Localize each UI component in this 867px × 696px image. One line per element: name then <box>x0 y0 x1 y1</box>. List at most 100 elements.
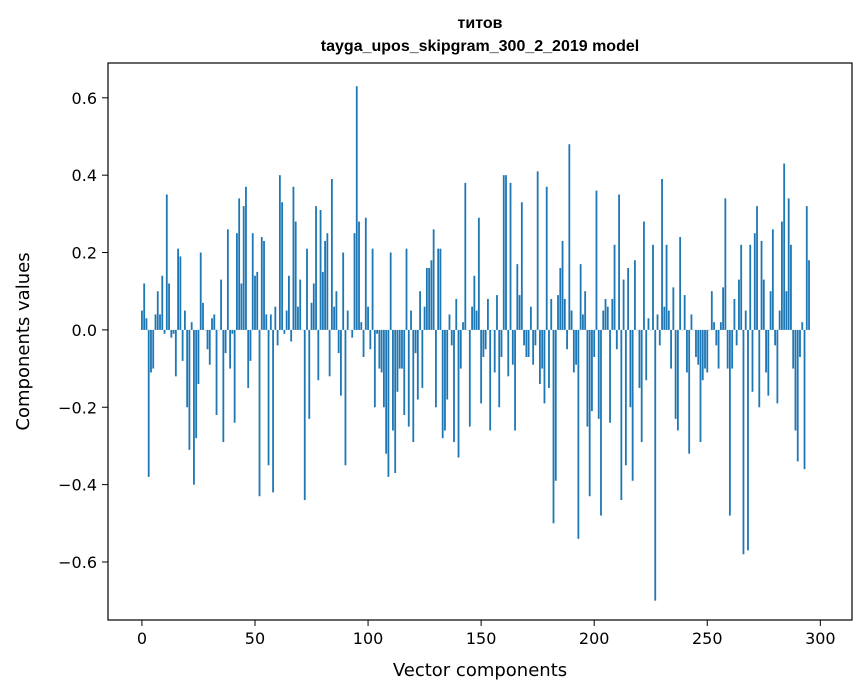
bar <box>640 329 643 443</box>
bar <box>787 198 790 330</box>
bar <box>425 268 428 330</box>
bar <box>742 329 745 555</box>
bar <box>602 310 605 330</box>
bar <box>593 329 596 357</box>
bar <box>753 233 756 330</box>
bar <box>532 329 535 365</box>
bar <box>597 329 600 419</box>
bar <box>317 329 320 381</box>
bar <box>432 229 435 330</box>
bar <box>165 194 168 330</box>
bar <box>609 329 611 423</box>
bar <box>414 329 417 354</box>
bar <box>387 329 390 477</box>
bar <box>557 295 559 330</box>
bar <box>744 310 747 330</box>
bar <box>672 287 675 330</box>
bar <box>188 329 191 450</box>
bar <box>767 329 770 396</box>
bar <box>398 329 401 369</box>
bar <box>208 329 211 365</box>
bar <box>407 329 410 427</box>
bar <box>285 310 288 330</box>
bar <box>199 252 202 330</box>
bar <box>568 144 571 330</box>
x-tick-label: 50 <box>245 629 265 648</box>
bar <box>726 329 729 369</box>
bar <box>735 329 738 346</box>
bar <box>724 198 727 330</box>
bar <box>147 329 150 477</box>
bar <box>190 322 193 330</box>
bar <box>179 256 182 330</box>
bar <box>297 306 299 330</box>
bar <box>143 283 146 330</box>
bar <box>450 329 453 346</box>
x-axis-ticks: 0 50 100 150 200 250 300 <box>137 620 836 648</box>
bar <box>543 329 546 404</box>
bar <box>283 329 286 334</box>
bar <box>733 298 736 330</box>
bar <box>638 329 641 388</box>
bar <box>274 306 277 330</box>
bar <box>652 244 654 330</box>
bar <box>263 240 265 330</box>
bar <box>482 329 485 357</box>
bar <box>206 329 209 350</box>
bar <box>799 329 801 357</box>
bar <box>801 322 804 330</box>
bar <box>747 329 749 551</box>
bar <box>749 244 752 330</box>
x-tick-label: 0 <box>137 629 147 648</box>
y-tick-label: 0.0 <box>72 321 97 340</box>
bar <box>629 329 632 408</box>
bar <box>405 248 408 330</box>
bar <box>276 329 279 346</box>
bar <box>319 209 322 330</box>
bar <box>170 329 173 338</box>
bar <box>794 329 797 431</box>
bar <box>292 186 295 330</box>
bar <box>509 182 512 330</box>
bar-series <box>141 86 810 601</box>
bar <box>265 314 268 330</box>
bar <box>704 329 706 369</box>
y-axis-ticks: −0.6 −0.4 −0.2 0.0 0.2 0.4 0.6 <box>58 89 108 572</box>
bar <box>448 314 451 330</box>
bar <box>202 302 204 330</box>
bar <box>805 206 808 330</box>
bar <box>618 194 620 330</box>
bar <box>663 306 666 330</box>
bar <box>606 306 609 330</box>
bar <box>159 314 161 330</box>
bar <box>719 322 722 330</box>
bar <box>355 86 358 330</box>
bar <box>459 329 462 369</box>
bar <box>541 329 544 369</box>
bar <box>193 329 195 485</box>
bar <box>527 329 530 357</box>
bar <box>715 329 718 346</box>
bar <box>683 295 686 330</box>
bar <box>444 329 446 431</box>
bar <box>548 329 550 388</box>
bar <box>563 298 566 330</box>
bar <box>758 329 761 408</box>
bar <box>247 329 250 388</box>
bar <box>321 271 324 330</box>
bar <box>346 310 349 330</box>
bar <box>303 329 306 501</box>
bar <box>534 329 537 346</box>
bar <box>493 329 496 373</box>
bar <box>790 244 792 330</box>
bar <box>281 202 284 330</box>
bar <box>371 248 374 330</box>
bar <box>278 175 281 330</box>
bar <box>421 329 424 388</box>
bar <box>480 329 483 404</box>
bar <box>396 329 399 392</box>
bar <box>272 329 274 493</box>
bar <box>604 298 607 330</box>
bar <box>335 291 338 330</box>
bar <box>667 310 670 330</box>
